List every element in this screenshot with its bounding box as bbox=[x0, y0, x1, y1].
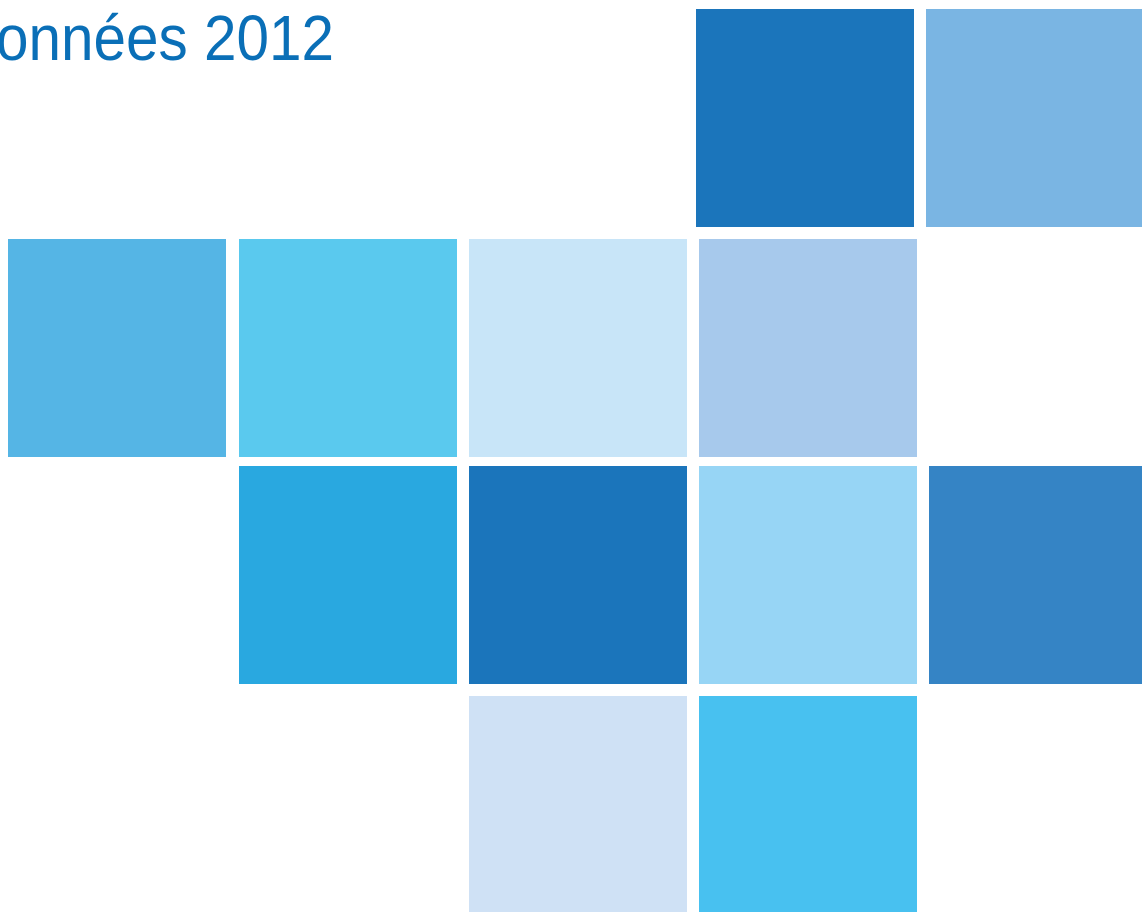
tile bbox=[699, 239, 917, 457]
tile bbox=[696, 9, 914, 227]
tile bbox=[929, 466, 1142, 684]
tile bbox=[699, 696, 917, 912]
title: onnées 2012 bbox=[0, 2, 334, 74]
tile bbox=[926, 9, 1142, 227]
tile bbox=[469, 696, 687, 912]
tile bbox=[469, 466, 687, 684]
tile bbox=[239, 239, 457, 457]
tile bbox=[8, 239, 226, 457]
tile bbox=[469, 239, 687, 457]
tile bbox=[239, 466, 457, 684]
tile bbox=[699, 466, 917, 684]
